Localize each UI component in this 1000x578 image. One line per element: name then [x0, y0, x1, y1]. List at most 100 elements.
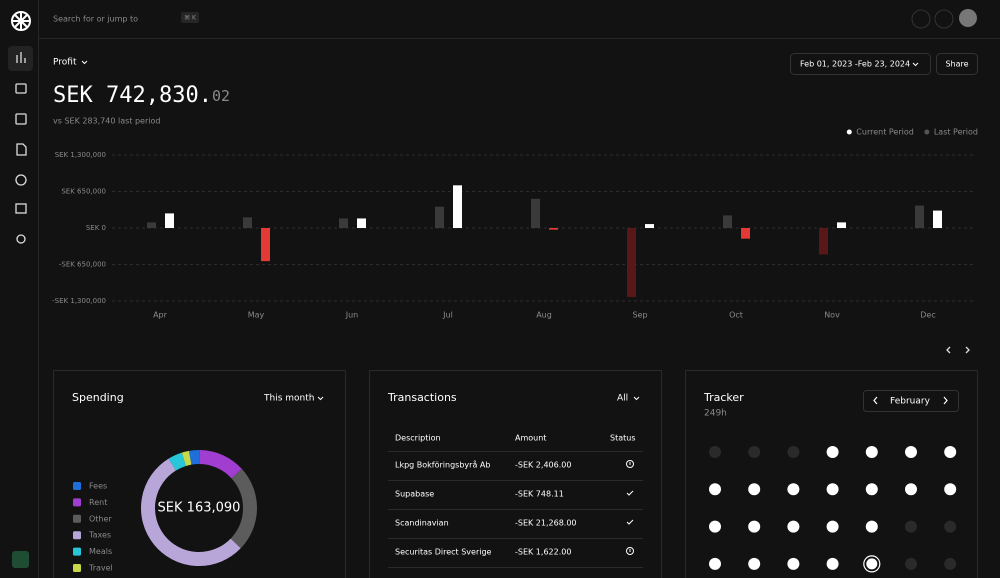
x-tick-label: Aug — [536, 311, 552, 320]
tracker-day[interactable] — [826, 557, 839, 570]
column-header: Status — [610, 434, 636, 443]
row-dividers — [388, 451, 643, 568]
tracker-day[interactable] — [826, 483, 839, 496]
tracker-day[interactable] — [748, 520, 761, 533]
notifications-button[interactable] — [934, 9, 954, 29]
amount: -SEK 1,622.00 — [515, 548, 571, 557]
legend-label: Other — [89, 514, 112, 523]
x-tick-label: Oct — [729, 311, 743, 320]
spending-period[interactable]: This month — [263, 394, 314, 404]
tracker-day[interactable] — [905, 483, 917, 496]
tracker-day[interactable] — [944, 557, 957, 570]
bar — [357, 218, 366, 228]
tracker-day[interactable] — [905, 557, 917, 570]
spending-card — [53, 370, 346, 578]
tracker-day[interactable] — [865, 483, 878, 496]
legend-icon — [73, 498, 81, 507]
description: Securitas Direct Sverige — [395, 548, 492, 557]
tracker-day[interactable] — [709, 520, 721, 533]
tracker-day[interactable] — [866, 558, 878, 570]
tracker-day[interactable] — [944, 520, 957, 533]
tracker-day[interactable] — [944, 446, 957, 458]
bar — [453, 185, 462, 228]
nav-inbox[interactable] — [15, 83, 27, 94]
legend-icon — [73, 514, 81, 523]
y-tick-label: SEK 1,300,000 — [55, 151, 106, 159]
tracker-day[interactable] — [944, 483, 957, 496]
tracker-day[interactable] — [709, 557, 721, 570]
bar — [549, 228, 558, 230]
description: Supabase — [395, 490, 434, 499]
legend-label: Last Period — [934, 128, 978, 137]
nav-timer[interactable] — [15, 174, 27, 186]
tracker-day-selected[interactable] — [863, 555, 881, 573]
month-nav[interactable] — [873, 396, 948, 405]
spending-title: Spending — [72, 391, 124, 404]
share-button[interactable] — [936, 53, 978, 75]
date-range: Feb 01, 2023 -Feb 23, 2024 — [800, 60, 910, 69]
legend-icon — [73, 547, 81, 556]
tracker-day[interactable] — [787, 483, 800, 496]
tracker-day[interactable] — [905, 520, 917, 533]
x-tick-label: Jun — [345, 311, 359, 320]
tracker-day[interactable] — [865, 520, 878, 533]
shortcut-box — [181, 12, 199, 23]
bar — [243, 217, 252, 228]
shortcut: ⌘ K — [184, 15, 197, 22]
refresh-button[interactable] — [911, 9, 931, 29]
amount: SEK 742,830.02 — [53, 83, 230, 108]
legend-label: Current Period — [856, 128, 914, 137]
amount: -SEK 21,268.00 — [515, 519, 577, 528]
date-range-button[interactable] — [790, 53, 931, 75]
chart-pager[interactable] — [946, 346, 970, 354]
avatar[interactable] — [959, 9, 977, 27]
description: Scandinavian — [395, 519, 449, 528]
legend-label: Fees — [89, 482, 107, 491]
comparison: vs SEK 283,740 last period — [53, 117, 160, 126]
x-tick-label: Sep — [632, 311, 647, 320]
tracker-day[interactable] — [865, 446, 878, 458]
column-header: Description — [395, 434, 441, 443]
share-label: Share — [945, 60, 968, 69]
bar — [435, 206, 444, 228]
legend-label: Meals — [89, 547, 112, 556]
tracker-day[interactable] — [826, 520, 839, 533]
nav-icons[interactable] — [15, 52, 27, 244]
tracker-day[interactable] — [905, 446, 917, 458]
bar — [819, 228, 828, 255]
y-tick-label: -SEK 1,300,000 — [52, 297, 106, 305]
legend-label: Rent — [89, 498, 107, 507]
tracker-day[interactable] — [748, 557, 761, 570]
tracker-day[interactable] — [787, 520, 800, 533]
tracker-day[interactable] — [748, 446, 761, 458]
tracker-title: Tracker — [703, 391, 744, 404]
month: February — [890, 397, 931, 407]
month-picker[interactable] — [863, 390, 959, 412]
tracker-day[interactable] — [787, 557, 800, 570]
nav-settings[interactable] — [16, 234, 26, 244]
workspace-badge[interactable] — [12, 551, 29, 568]
amount-decimals: 02 — [212, 87, 230, 105]
nav-table[interactable] — [15, 113, 27, 125]
tracker-day[interactable] — [748, 483, 761, 496]
description: Lkpg Bokföringsbyrå Ab — [395, 460, 490, 470]
legend-swatch — [924, 129, 930, 135]
bar — [837, 222, 846, 228]
legend-icon — [73, 531, 81, 540]
tracker-day[interactable] — [709, 446, 721, 458]
nav-archive[interactable] — [15, 203, 27, 214]
transactions-filter[interactable]: All — [617, 394, 628, 404]
nav-chart[interactable] — [16, 52, 26, 63]
metric-select[interactable]: Profit — [53, 58, 77, 68]
tracker-day[interactable] — [709, 483, 721, 496]
tracker-day[interactable] — [787, 446, 800, 458]
pie-segment — [199, 450, 242, 479]
tracker-day[interactable] — [826, 446, 839, 458]
legend-icon — [73, 482, 81, 490]
search-input[interactable]: Search for or jump to — [53, 15, 138, 24]
nav-doc[interactable] — [16, 143, 27, 156]
x-tick-label: Apr — [153, 311, 168, 320]
transactions-title: Transactions — [387, 391, 457, 404]
pie-segment — [141, 458, 241, 566]
